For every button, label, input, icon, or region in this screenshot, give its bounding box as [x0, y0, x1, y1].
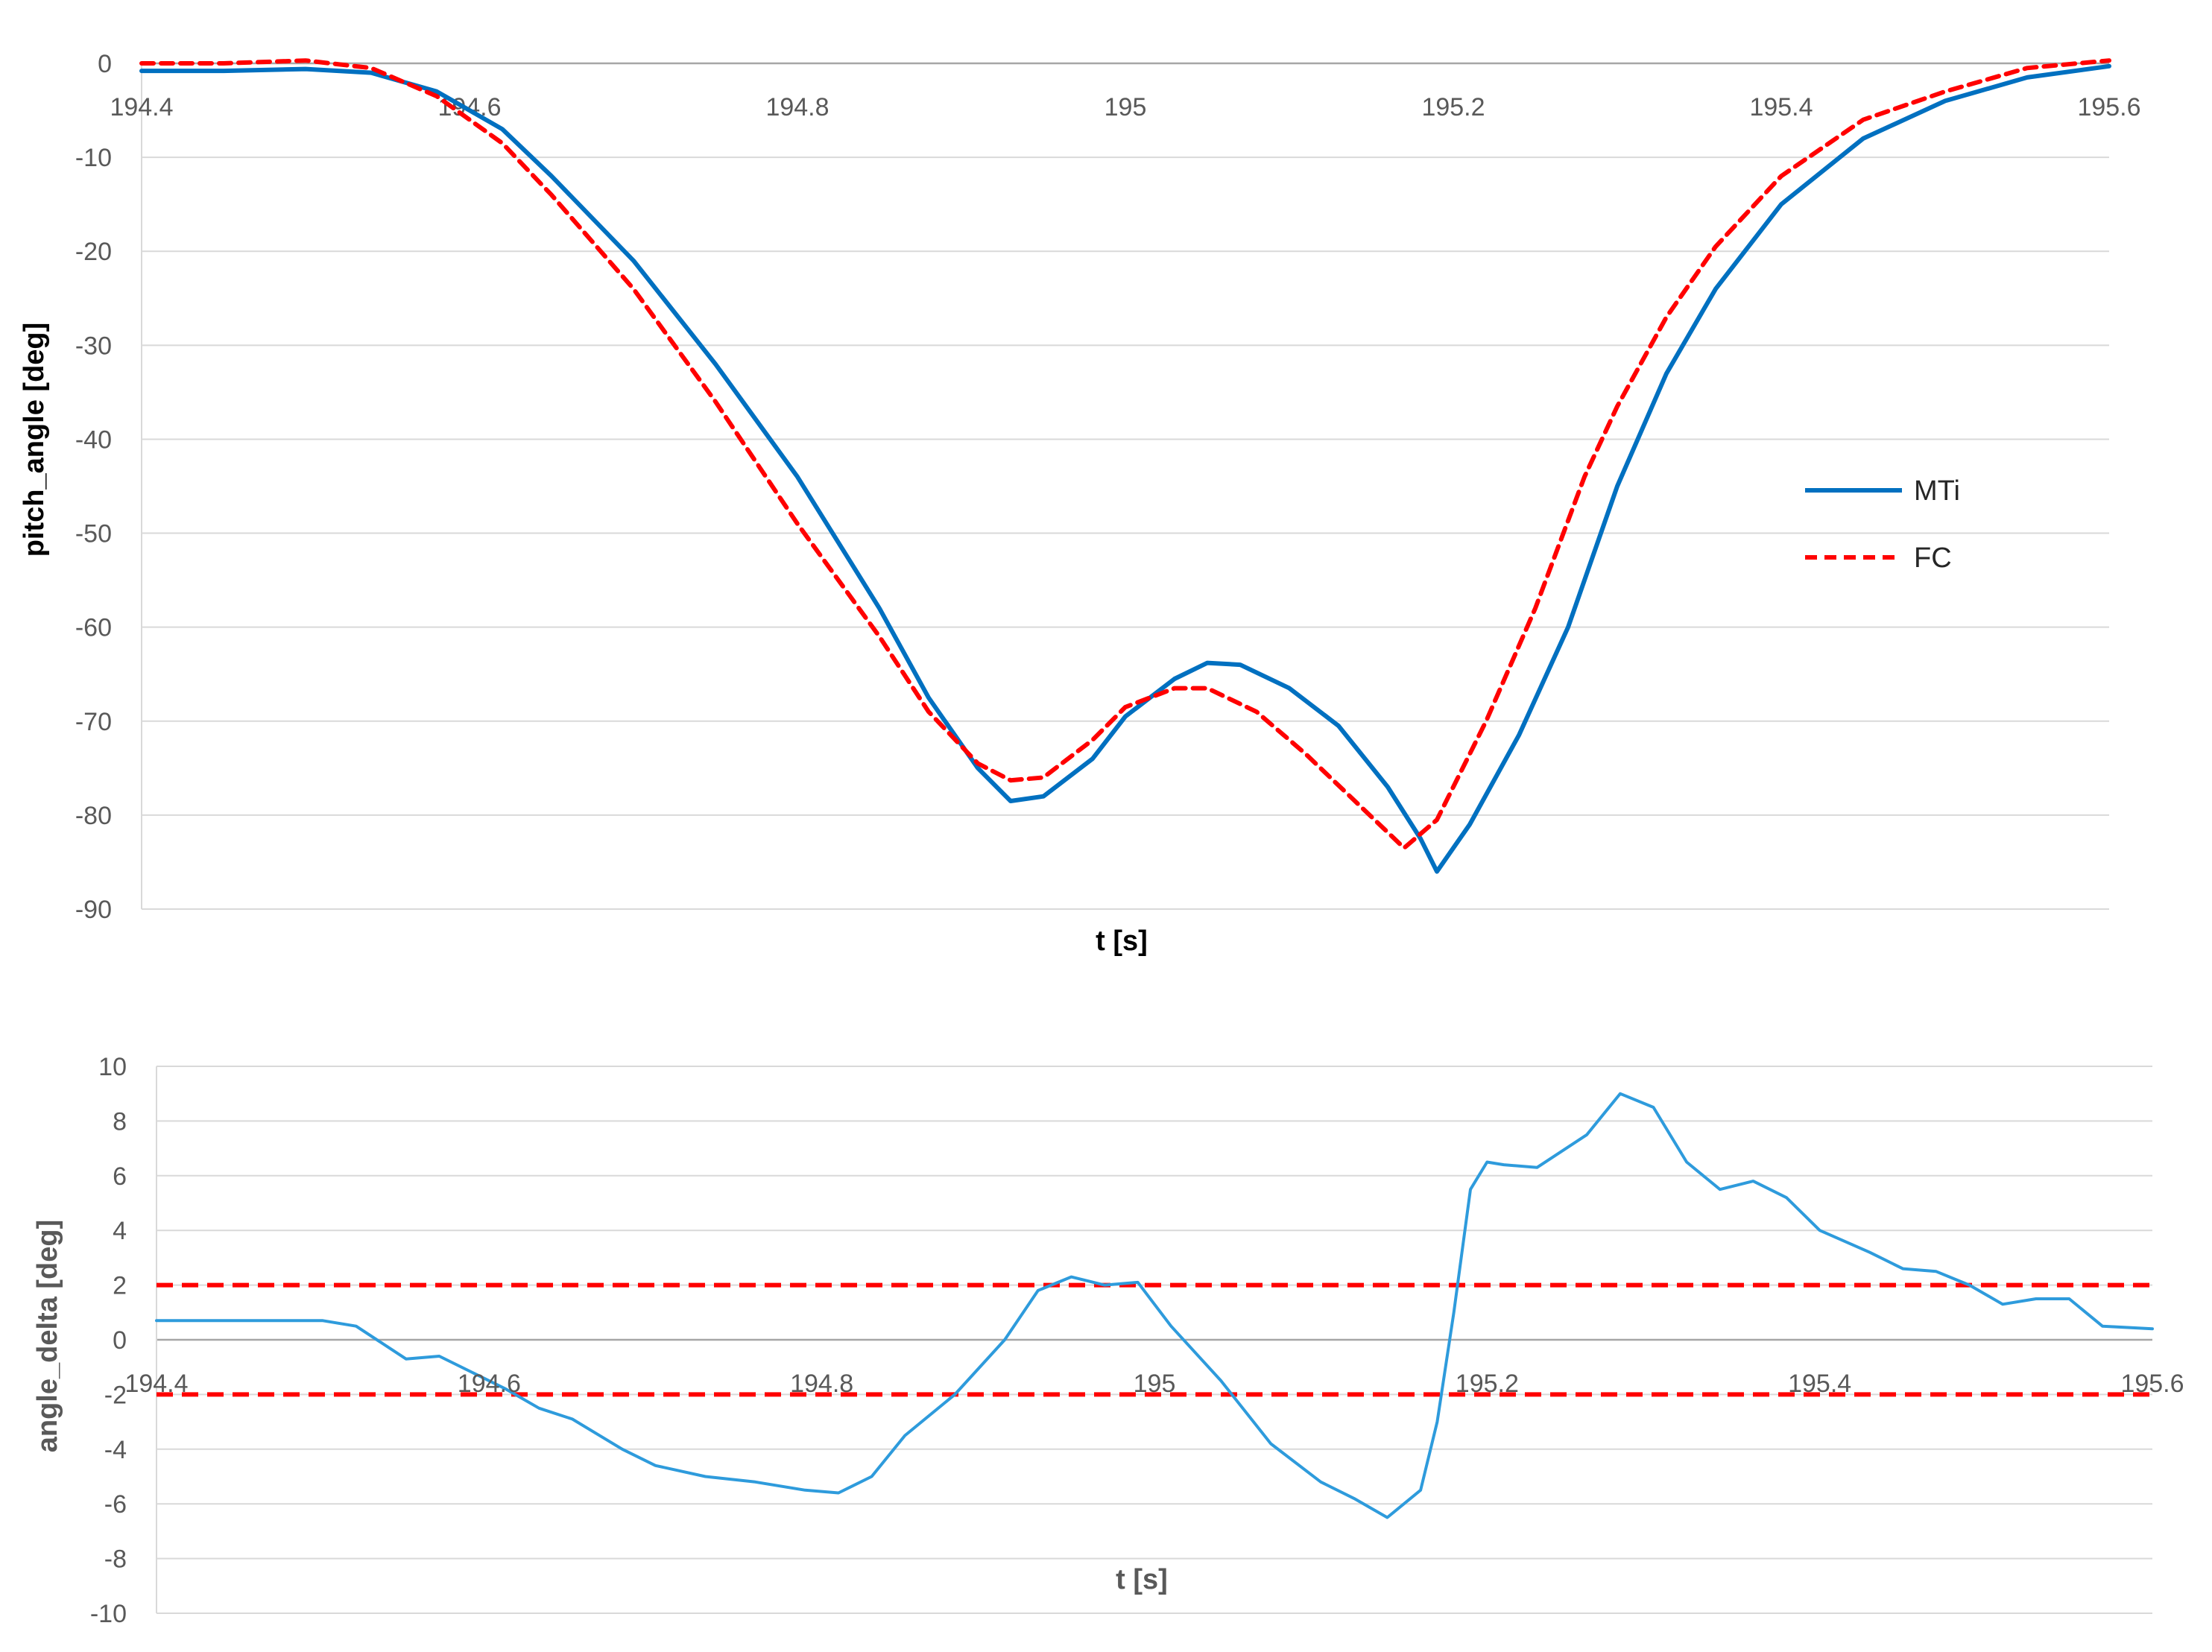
x-tick-label: 195 [1105, 93, 1147, 121]
y-tick-label: -50 [75, 520, 112, 548]
bottom-y-axis-title: angle_delta [deg] [32, 1220, 63, 1453]
top-y-tick-labels: 0 -10 -20 -30 -40 -50 -60 -70 -80 -90 [75, 50, 112, 924]
y-tick-label: 10 [98, 1053, 127, 1081]
top-x-tick-labels: 194.4 194.6 194.8 195 195.2 195.4 195.6 [110, 93, 2140, 121]
top-y-axis-title: pitch_angle [deg] [19, 323, 50, 557]
legend-mti-label: MTi [1914, 475, 1960, 507]
bottom-x-axis-title: t [s] [1116, 1564, 1168, 1595]
y-tick-label: -4 [104, 1436, 127, 1464]
x-tick-label: 195.6 [2120, 1370, 2184, 1398]
y-tick-label: -2 [104, 1381, 127, 1409]
top-series-lines [139, 58, 2111, 874]
y-tick-label: -80 [75, 802, 112, 830]
x-tick-label: 194.4 [124, 1370, 188, 1398]
x-tick-label: 195 [1134, 1370, 1176, 1398]
y-tick-label: -60 [75, 614, 112, 642]
x-tick-label: 194.8 [765, 93, 829, 121]
x-tick-label: 194.6 [458, 1370, 521, 1398]
series-line-fc [139, 58, 2111, 850]
y-tick-label: 8 [113, 1107, 127, 1136]
x-tick-label: 195.2 [1421, 93, 1485, 121]
y-tick-label: 6 [113, 1162, 127, 1191]
y-tick-label: -20 [75, 238, 112, 266]
y-tick-label: 0 [98, 50, 112, 78]
bottom-gridlines [156, 1066, 2152, 1614]
y-tick-label: -70 [75, 708, 112, 736]
y-tick-label: -90 [75, 896, 112, 924]
y-tick-label: -40 [75, 425, 112, 454]
series-line-mti [139, 63, 2111, 874]
top-x-axis-title: t [s] [1096, 925, 1148, 957]
y-tick-label: -30 [75, 332, 112, 360]
bottom-x-tick-labels: 194.4 194.6 194.8 195 195.2 195.4 195.6 [124, 1370, 2184, 1398]
y-tick-label: -6 [104, 1490, 127, 1519]
angle-delta-chart: 10 8 6 4 2 0 -2 -4 -6 -8 -10 194.4 194.6 194.8 195 195… [32, 1053, 2184, 1628]
x-tick-label: 195.4 [1749, 93, 1813, 121]
x-tick-label: 194.4 [110, 93, 173, 121]
bottom-series-lines [155, 1092, 2154, 1519]
legend: MTi FC [1805, 475, 1960, 574]
pitch-angle-chart: 0-10-20-30-40-50-60-70-80-90 194.4 194.6 1… [19, 50, 2141, 957]
y-tick-label: 2 [113, 1272, 127, 1300]
x-tick-label: 195.6 [2077, 93, 2140, 121]
series-line-0 [155, 1092, 2154, 1519]
y-tick-label: -8 [104, 1545, 127, 1574]
x-tick-label: 194.8 [790, 1370, 853, 1398]
bottom-reference-lines [157, 1282, 2152, 1397]
top-gridlines [141, 62, 2109, 910]
bottom-y-tick-labels: 10 8 6 4 2 0 -2 -4 -6 -8 -10 [90, 1053, 127, 1628]
y-tick-label: -10 [90, 1600, 127, 1628]
x-tick-label: 195.2 [1456, 1370, 1519, 1398]
y-tick-label: -10 [75, 144, 112, 172]
y-tick-label: 0 [113, 1326, 127, 1355]
y-tick-label: 4 [113, 1217, 127, 1245]
x-tick-label: 195.4 [1788, 1370, 1851, 1398]
legend-fc-label: FC [1914, 542, 1952, 574]
